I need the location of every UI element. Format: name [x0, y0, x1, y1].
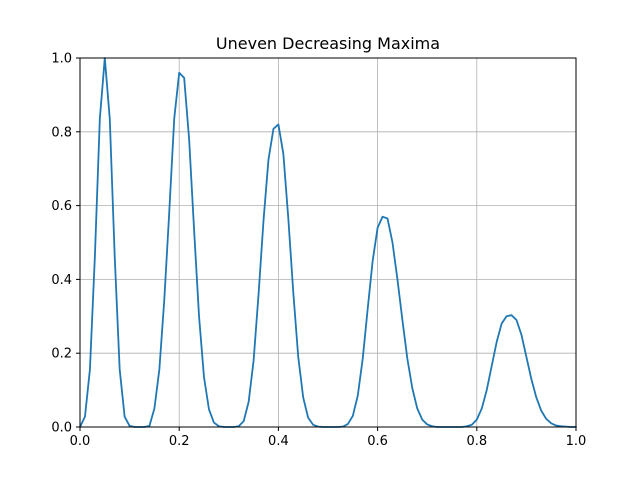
- axes: [79, 57, 577, 428]
- y-tick-label: 0.2: [51, 347, 72, 362]
- y-tick-label: 1.0: [51, 52, 72, 67]
- axes-frame: [79, 57, 577, 428]
- grid: [79, 57, 577, 428]
- y-tick-label: 0.6: [51, 199, 72, 214]
- x-tick-label: 0.0: [70, 434, 91, 449]
- x-tick-label: 0.6: [367, 434, 388, 449]
- chart-title: Uneven Decreasing Maxima: [216, 34, 440, 53]
- y-tick-label: 0.4: [51, 273, 72, 288]
- x-tick-label: 0.4: [268, 434, 289, 449]
- x-tick-label: 1.0: [566, 434, 587, 449]
- ticks: 0.0 0.2 0.4 0.6 0.8 1.0 0.0 0.2 0.4 0.6 0.8 1.0: [51, 52, 586, 450]
- x-tick-label: 0.8: [466, 434, 487, 449]
- x-tick-label: 0.2: [169, 434, 190, 449]
- y-tick-label: 0.8: [51, 125, 72, 140]
- y-tick-label: 0.0: [51, 421, 72, 436]
